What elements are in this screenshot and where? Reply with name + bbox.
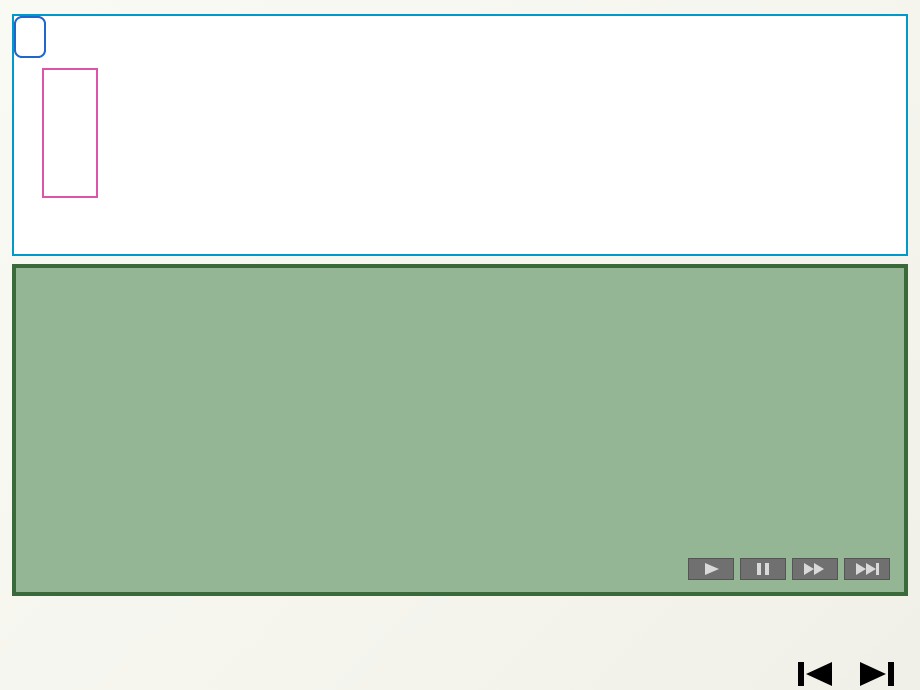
- diagram-bottom-svg: [16, 268, 904, 592]
- prev-slide-button[interactable]: [792, 662, 832, 686]
- play-button[interactable]: [688, 558, 734, 580]
- fast-forward-button[interactable]: [792, 558, 838, 580]
- diagram-panel-top: [12, 14, 908, 256]
- slide-nav: [792, 662, 900, 686]
- diagram-top-svg: [14, 16, 906, 254]
- callout-analyzer: [14, 16, 46, 58]
- pause-button[interactable]: [740, 558, 786, 580]
- next-slide-button[interactable]: [860, 662, 900, 686]
- slide-header: [0, 0, 920, 12]
- skip-button[interactable]: [844, 558, 890, 580]
- media-controls: [688, 558, 890, 580]
- diagram-panel-bottom: [12, 264, 908, 596]
